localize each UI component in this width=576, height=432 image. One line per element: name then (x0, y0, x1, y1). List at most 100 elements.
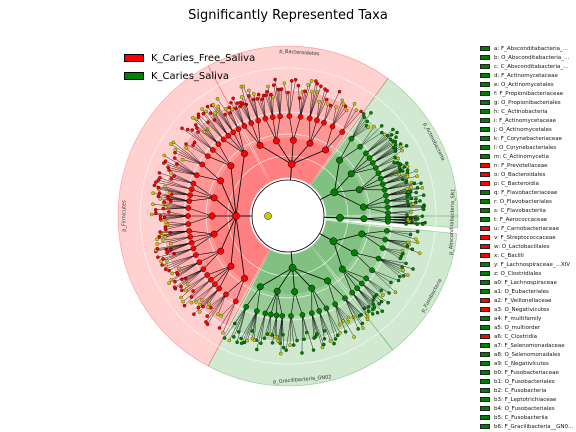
taxa-swatch (480, 46, 490, 51)
tree-branch (386, 230, 416, 240)
order-node (241, 123, 248, 129)
leaf-node (180, 288, 184, 293)
leaf-node (158, 217, 163, 221)
leaf-node (239, 336, 243, 341)
tree-branch (222, 301, 237, 333)
tree-branch (225, 278, 245, 295)
order-node (190, 180, 197, 187)
tree-branch (163, 203, 189, 209)
tree-branch (326, 308, 341, 333)
order-node (277, 113, 283, 120)
class-node (208, 212, 216, 220)
order-node (187, 192, 194, 198)
leaf-node (184, 288, 188, 293)
leaf-node (229, 100, 233, 105)
taxa-swatch (480, 226, 490, 231)
tree-branch (236, 306, 247, 343)
leaf-node (372, 295, 377, 299)
leaf-node (282, 81, 287, 85)
leaf-node (379, 299, 384, 304)
taxa-swatch (480, 271, 490, 276)
leaf-node (169, 171, 173, 175)
order-node (273, 312, 280, 319)
tree-branch (158, 188, 191, 196)
leaf-node (393, 149, 398, 153)
tree-branch (344, 298, 362, 315)
leaf-node (157, 191, 162, 195)
leaf-node (167, 210, 171, 214)
tree-branch (159, 172, 194, 184)
leaf-node (408, 189, 413, 194)
taxa-swatch (480, 316, 490, 321)
tree-branch (203, 113, 224, 140)
tree-branch (323, 91, 340, 123)
tree-branch (378, 258, 408, 276)
taxa-label: u: F_Carnobacteriaceae (494, 225, 559, 232)
leaf-node (361, 112, 366, 116)
tree-branch (351, 292, 368, 317)
tree-branch (365, 135, 388, 154)
tree-branch (267, 314, 272, 335)
leaf-node (366, 305, 371, 309)
tree-branch (341, 103, 355, 133)
taxa-legend-item: e: O_Actinomycetales (480, 80, 576, 89)
taxa-swatch (480, 307, 490, 312)
root-node (264, 212, 272, 220)
tree-branch (240, 102, 252, 124)
phylum-node (330, 188, 339, 197)
leaf-node (194, 300, 198, 304)
tree-branch (375, 158, 399, 169)
taxa-legend-item: a3: O_Negativicutes (480, 305, 576, 314)
leaf-node (333, 337, 338, 341)
leaf-node (352, 102, 357, 106)
leaf-node (399, 144, 403, 149)
leaf-node (161, 206, 165, 211)
taxa-swatch (480, 379, 490, 384)
leaf-node (161, 238, 165, 242)
leaf-node (158, 175, 162, 180)
tree-branch (386, 198, 417, 202)
order-node (200, 266, 207, 273)
tree-branch (256, 313, 266, 341)
tree-branch (344, 298, 360, 316)
tree-branch (277, 89, 281, 117)
tree-branch (190, 233, 215, 238)
tree-branch (170, 143, 203, 165)
leaf-node (255, 347, 259, 352)
leaf-node (311, 348, 316, 352)
leaf-node (284, 348, 288, 352)
tree-branch (272, 97, 274, 118)
leaf-node (320, 345, 325, 350)
taxa-swatch (480, 334, 490, 339)
tree-branch (311, 288, 327, 309)
leaf-node (262, 336, 267, 341)
taxa-legend-item: j: O_Actinomycetales (480, 125, 576, 134)
tree-branch (191, 233, 215, 244)
leaf-node (365, 119, 369, 124)
tree-branch (173, 142, 203, 165)
order-node (223, 291, 229, 298)
leaf-node (397, 172, 401, 177)
taxa-label: z: O_Clostridiales (494, 270, 542, 277)
leaf-node (251, 97, 256, 102)
order-node (186, 228, 192, 234)
tree-branch (385, 239, 410, 245)
class-node (217, 177, 225, 185)
tree-branch (291, 149, 326, 165)
tree-branch (178, 262, 200, 269)
tree-branch (155, 242, 192, 251)
leaf-node (379, 124, 384, 128)
tree-branch (284, 83, 290, 117)
tree-branch (309, 92, 318, 119)
tree-branch (292, 267, 328, 282)
leaf-node (405, 213, 409, 217)
tree-branch (359, 125, 382, 147)
order-node (185, 221, 192, 227)
tree-branch (221, 301, 236, 316)
tree-branch (309, 83, 318, 119)
class-node (289, 136, 297, 144)
tree-branch (332, 107, 337, 127)
order-node (187, 234, 194, 240)
taxa-label: a8: O_Selenomonadales (494, 351, 561, 358)
order-node (262, 310, 269, 317)
